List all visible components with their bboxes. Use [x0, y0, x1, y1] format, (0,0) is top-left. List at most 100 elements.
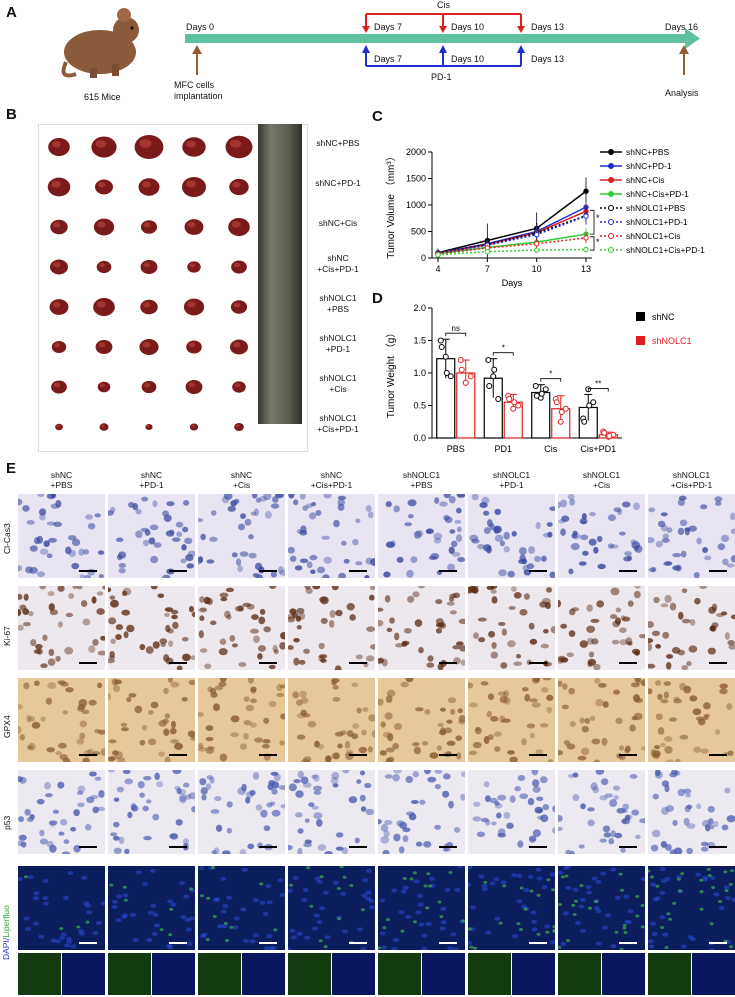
legend-entry: shNC+PBS: [626, 147, 670, 157]
dapi-channel-image: [692, 953, 735, 995]
legend-entry: shNOLC1+Cis: [626, 231, 681, 241]
significance-mark: *: [549, 370, 552, 379]
ihc-image: [18, 586, 105, 670]
scale-bar: [259, 754, 277, 756]
ihc-image: [108, 586, 195, 670]
y-tick-label: 1500: [406, 174, 426, 184]
series-line: [437, 215, 587, 255]
y-tick-label: 1.0: [413, 368, 426, 378]
data-point: [457, 357, 464, 363]
ihc-image: [648, 770, 735, 854]
x-tick-label: Cis: [544, 444, 557, 454]
pd1-day7: Days 7: [374, 54, 403, 64]
data-point: [583, 188, 589, 194]
ihc-image: [198, 678, 285, 762]
cis-day7: Days 7: [374, 22, 403, 32]
tumor-sample: [140, 259, 158, 275]
scale-bar: [79, 754, 97, 756]
significance-mark: **: [595, 379, 601, 388]
ihc-image: [288, 494, 375, 578]
data-point: [485, 357, 492, 363]
tumor-sample: [145, 424, 153, 430]
ihc-image: [288, 586, 375, 670]
fluorescence-image: [558, 866, 645, 950]
data-point: [532, 383, 539, 389]
tumor-group-label: shNC +Cis+PD-1: [317, 253, 359, 274]
tumor-sample: [51, 380, 67, 394]
data-point: [467, 373, 474, 380]
x-tick-label: Cis+PD1: [580, 444, 616, 454]
tumor-group-label: shNOLC1 +Cis+PD-1: [317, 413, 359, 434]
ihc-image: [648, 678, 735, 762]
series-line: [437, 248, 587, 256]
dapi-channel-image: [512, 953, 555, 995]
ihc-column-header: shNOLC1 +PD-1: [492, 470, 531, 490]
scale-bar: [619, 662, 637, 664]
scale-bar: [439, 942, 457, 944]
ihc-image: [558, 678, 645, 762]
tumor-weight-chart: 0.0 0.5 1.0 1.5 2.0 Tumor Weight （g） PBS ns PD1 *…: [385, 303, 692, 454]
tumor-group-label: shNOLC1 +PBS: [319, 293, 357, 314]
ihc-image: [468, 586, 555, 670]
pd1-day10: Days 10: [451, 54, 485, 64]
ihc-column-header: shNOLC1 +PBS: [402, 470, 441, 490]
scale-bar: [439, 754, 457, 756]
tumor-sample: [234, 423, 244, 431]
ihc-column-header: shNOLC1 +Cis: [582, 470, 621, 490]
panel-letter-b: B: [6, 106, 17, 123]
x-tick-label: 7: [485, 264, 490, 274]
ihc-column-header: shNC +PBS: [50, 470, 73, 490]
x-tick-label: 4: [435, 264, 440, 274]
data-point: [606, 433, 613, 440]
tumor-sample: [138, 178, 160, 196]
data-point: [562, 405, 569, 412]
scale-bar: [169, 754, 187, 756]
ihc-image: [468, 494, 555, 578]
data-point: [601, 429, 608, 436]
x-tick-label: PBS: [447, 444, 465, 454]
scale-bar: [169, 942, 187, 944]
scale-bar: [709, 570, 727, 572]
tumor-sample: [140, 220, 158, 234]
legend-entry: shNOLC1: [652, 336, 692, 346]
fluorescence-image: [18, 866, 105, 950]
x-tick-label: PD1: [494, 444, 512, 454]
tumor-sample: [183, 298, 205, 316]
tumor-sample: [99, 423, 109, 431]
data-point: [538, 390, 545, 397]
mouse-icon: [61, 8, 139, 78]
tumor-sample: [229, 178, 249, 196]
tumor-sample: [185, 380, 203, 394]
scale-bar: [709, 662, 727, 664]
tumor-group-label: shNOLC1 +Cis: [319, 373, 357, 394]
tumor-sample: [50, 219, 68, 235]
fluorescence-image: [108, 866, 195, 950]
ihc-row-label: GPX4: [2, 715, 12, 738]
data-point: [511, 399, 518, 406]
legend-entry: shNOLC1+Cis+PD-1: [626, 245, 705, 255]
dapi-channel-image: [332, 953, 375, 995]
tumor-photo-svg: [47, 135, 253, 431]
mouse-label: 615 Mice: [84, 92, 121, 102]
scale-bar: [709, 754, 727, 756]
significance-mark: *: [596, 213, 600, 223]
tumor-sample: [95, 340, 113, 354]
tumor-group-label: shNC+Cis: [318, 218, 358, 228]
legend-entry: shNOLC1+PBS: [626, 203, 686, 213]
ihc-column-header: shNC +PD-1: [139, 470, 164, 490]
pd1-day13: Days 13: [531, 54, 565, 64]
data-point: [542, 386, 549, 393]
legend-entry: shNC+PD-1: [626, 161, 672, 171]
y-tick-label: 0: [421, 253, 426, 263]
scale-bar: [79, 570, 97, 572]
scale-bar: [529, 754, 547, 756]
fluo-row-label: DAPI/Liperfluo: [1, 905, 11, 960]
ihc-image: [18, 770, 105, 854]
legend-entry: shNOLC1+PD-1: [626, 217, 688, 227]
dapi-channel-image: [242, 953, 285, 995]
ihc-image: [468, 770, 555, 854]
x-tick-label: 10: [532, 264, 542, 274]
data-point: [435, 252, 441, 258]
y-tick-label: 0.5: [413, 401, 426, 411]
tumor-sample: [230, 339, 248, 355]
